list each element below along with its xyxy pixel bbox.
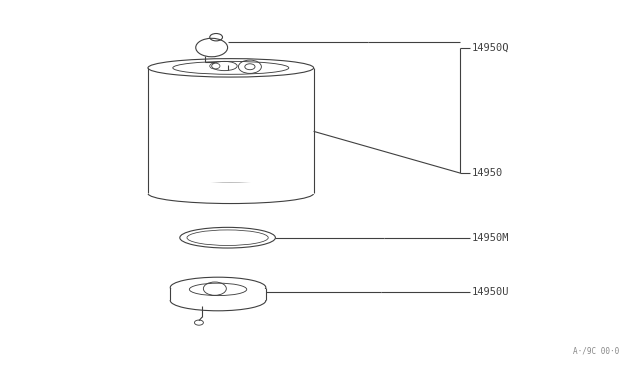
Text: A·/9C 00·0: A·/9C 00·0: [573, 347, 620, 356]
Text: 14950Q: 14950Q: [472, 42, 509, 52]
FancyBboxPatch shape: [147, 183, 315, 194]
Text: 14950: 14950: [472, 168, 503, 178]
Text: 14950M: 14950M: [472, 233, 509, 243]
FancyBboxPatch shape: [169, 289, 267, 301]
Text: 14950U: 14950U: [472, 287, 509, 297]
